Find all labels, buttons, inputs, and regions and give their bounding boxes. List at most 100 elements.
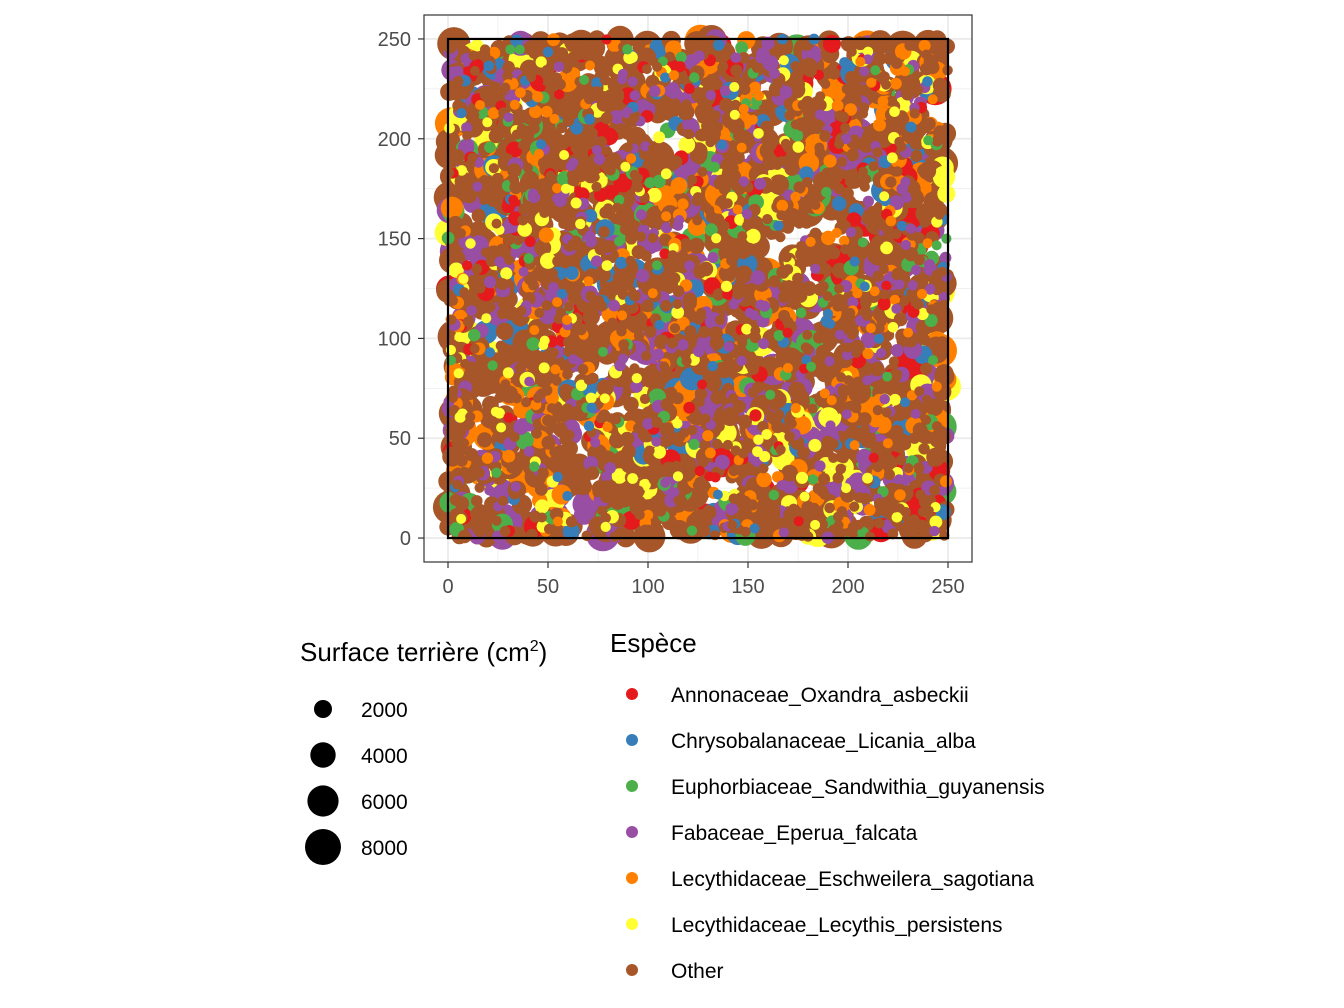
data-point (620, 161, 631, 172)
data-point (658, 436, 669, 447)
data-point (919, 216, 931, 228)
data-point (509, 174, 520, 186)
data-point (877, 95, 889, 107)
data-point (559, 150, 570, 160)
data-point (491, 467, 502, 478)
data-point (846, 328, 858, 340)
data-point (456, 165, 468, 176)
data-point (831, 227, 842, 238)
data-point (917, 164, 928, 176)
data-point (775, 44, 787, 55)
data-point (900, 176, 911, 188)
data-point (625, 310, 649, 334)
data-point (722, 198, 733, 209)
data-point (790, 403, 801, 414)
data-point (755, 507, 768, 521)
data-point (581, 530, 593, 542)
data-point (746, 499, 759, 511)
data-point (939, 475, 952, 488)
data-point (732, 288, 744, 300)
data-point (719, 85, 731, 96)
plot-panel: 0 50 100 150 200 250 0 50 100 150 200 250 (378, 14, 973, 598)
data-point (517, 139, 529, 151)
data-point (489, 314, 500, 325)
data-point (599, 393, 610, 404)
data-point (752, 62, 762, 73)
data-point (708, 326, 723, 341)
data-point (526, 337, 540, 351)
data-point (726, 255, 737, 266)
data-point (869, 286, 880, 297)
data-point (504, 254, 515, 265)
data-point (910, 188, 921, 199)
data-point (567, 239, 578, 249)
data-point (660, 72, 671, 83)
data-point (882, 438, 893, 449)
data-point (611, 414, 622, 425)
data-point (597, 268, 611, 282)
data-point (671, 306, 685, 319)
data-point (735, 41, 749, 55)
data-point (462, 130, 473, 141)
data-point (531, 428, 542, 439)
data-point (465, 238, 476, 249)
data-point (562, 369, 573, 380)
size-legend-label: 8000 (361, 837, 408, 860)
data-point (476, 504, 487, 515)
data-point (614, 236, 625, 247)
y-tick-label: 250 (378, 29, 411, 51)
data-point (576, 325, 587, 336)
data-point (842, 342, 853, 353)
data-point (730, 64, 743, 77)
data-point (874, 333, 884, 344)
data-point (579, 74, 590, 85)
data-point (479, 194, 489, 205)
data-point (795, 241, 807, 252)
data-point (479, 175, 490, 186)
data-point (593, 153, 606, 165)
data-point (833, 183, 845, 195)
data-point (758, 338, 769, 350)
data-point (519, 178, 530, 189)
data-point (712, 121, 724, 133)
data-point (498, 495, 508, 506)
data-point (444, 122, 455, 134)
data-point (502, 367, 514, 379)
data-point (509, 431, 520, 442)
data-point (838, 235, 850, 247)
data-point (859, 66, 870, 77)
data-point (570, 143, 581, 154)
data-point (941, 233, 952, 244)
data-point (638, 148, 651, 161)
data-point (920, 62, 933, 76)
data-point (722, 163, 733, 174)
data-point (459, 287, 470, 298)
data-point (494, 256, 506, 268)
data-point (865, 531, 875, 542)
data-point (694, 476, 705, 487)
data-point (577, 363, 589, 375)
data-point (814, 99, 827, 112)
data-point (605, 164, 616, 176)
data-point (598, 383, 609, 394)
data-point (807, 244, 819, 256)
data-point (782, 264, 794, 275)
data-point (542, 46, 554, 58)
data-point (914, 386, 925, 397)
data-point (710, 390, 725, 405)
data-point (732, 242, 743, 252)
data-point (568, 354, 579, 365)
data-point (781, 251, 792, 263)
data-point (896, 220, 908, 232)
data-point (485, 255, 497, 267)
data-point (806, 102, 818, 113)
data-point (910, 149, 923, 162)
data-point (568, 466, 579, 477)
data-point (859, 297, 872, 309)
data-point (810, 263, 821, 274)
data-point (931, 337, 942, 348)
data-point (823, 308, 833, 319)
data-point (779, 85, 793, 99)
data-point (862, 348, 874, 360)
data-point (815, 91, 826, 102)
